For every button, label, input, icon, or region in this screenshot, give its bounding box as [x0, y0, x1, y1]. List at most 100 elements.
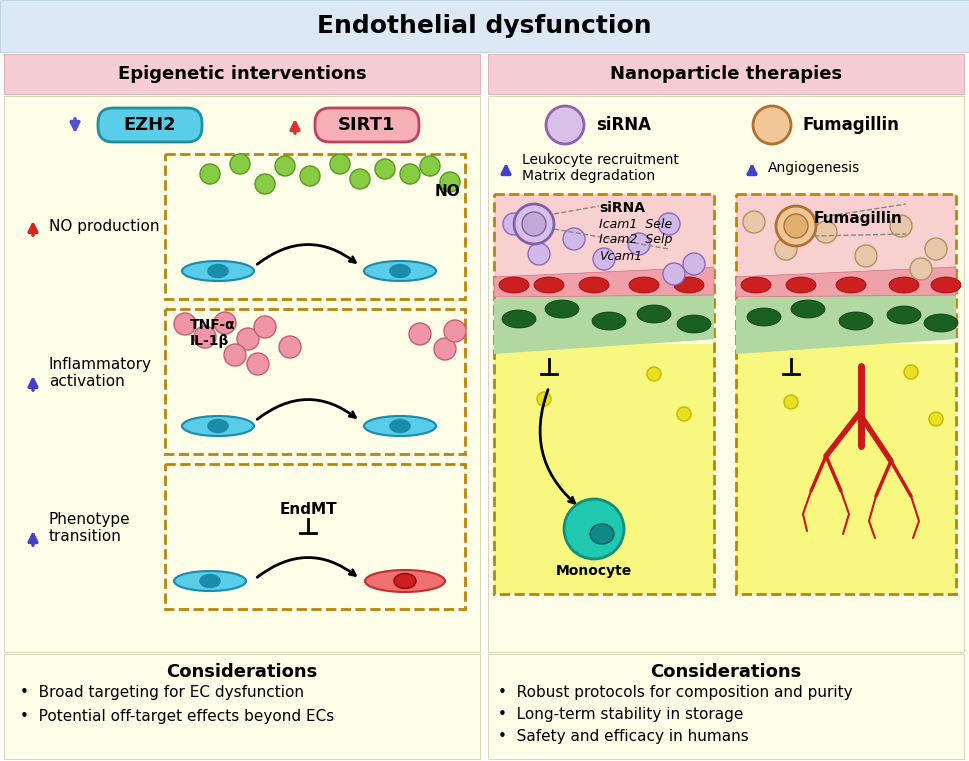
Circle shape — [237, 328, 259, 350]
Circle shape — [775, 238, 797, 260]
Bar — [488, 654, 964, 759]
Circle shape — [564, 499, 624, 559]
Circle shape — [350, 169, 370, 189]
Text: Vcam1: Vcam1 — [599, 250, 642, 263]
Circle shape — [910, 258, 932, 280]
Circle shape — [409, 323, 431, 345]
Bar — [494, 194, 714, 299]
Text: Fumagillin: Fumagillin — [814, 212, 902, 227]
Circle shape — [255, 174, 275, 194]
Polygon shape — [736, 284, 956, 354]
Text: •  Long-term stability in storage: • Long-term stability in storage — [498, 706, 743, 721]
Circle shape — [300, 166, 320, 186]
Bar — [4, 96, 480, 652]
Ellipse shape — [365, 570, 445, 592]
Ellipse shape — [592, 312, 626, 330]
Circle shape — [593, 248, 615, 270]
Circle shape — [647, 367, 661, 381]
Text: Considerations: Considerations — [650, 663, 801, 681]
Ellipse shape — [887, 306, 921, 324]
Circle shape — [890, 215, 912, 237]
Bar — [488, 54, 964, 94]
Text: siRNA: siRNA — [596, 116, 651, 134]
Text: EndMT: EndMT — [279, 501, 337, 517]
Ellipse shape — [364, 261, 436, 281]
Ellipse shape — [836, 277, 866, 293]
Polygon shape — [494, 267, 714, 297]
Ellipse shape — [394, 574, 416, 588]
Bar — [488, 96, 964, 652]
Bar — [165, 309, 465, 454]
Circle shape — [503, 213, 525, 235]
Bar — [736, 194, 956, 299]
Circle shape — [663, 263, 685, 285]
Ellipse shape — [499, 277, 529, 293]
Bar — [494, 344, 714, 594]
Circle shape — [925, 238, 947, 260]
Text: TNF-α
IL-1β: TNF-α IL-1β — [190, 318, 235, 348]
Text: Considerations: Considerations — [167, 663, 318, 681]
Circle shape — [420, 156, 440, 176]
Ellipse shape — [889, 277, 919, 293]
Text: Icam2  Selp: Icam2 Selp — [599, 234, 672, 247]
Text: Leukocyte recruitment
Matrix degradation: Leukocyte recruitment Matrix degradation — [522, 153, 679, 183]
Ellipse shape — [390, 419, 410, 432]
Ellipse shape — [200, 575, 220, 587]
Ellipse shape — [747, 308, 781, 326]
Circle shape — [855, 245, 877, 267]
Ellipse shape — [364, 416, 436, 436]
Bar — [165, 464, 465, 609]
Ellipse shape — [182, 261, 254, 281]
Circle shape — [230, 154, 250, 174]
Text: siRNA: siRNA — [599, 201, 645, 215]
Circle shape — [677, 407, 691, 421]
Circle shape — [194, 326, 216, 348]
Text: Monocyte: Monocyte — [556, 564, 632, 578]
Ellipse shape — [545, 300, 579, 318]
Circle shape — [537, 392, 551, 406]
Ellipse shape — [208, 419, 228, 432]
Circle shape — [174, 313, 196, 335]
Ellipse shape — [629, 277, 659, 293]
Circle shape — [784, 214, 808, 238]
Circle shape — [546, 106, 584, 144]
Text: SIRT1: SIRT1 — [338, 116, 395, 134]
Text: EZH2: EZH2 — [124, 116, 176, 134]
Text: Inflammatory
activation: Inflammatory activation — [49, 357, 152, 389]
Circle shape — [904, 365, 918, 379]
Text: •  Potential off-target effects beyond ECs: • Potential off-target effects beyond EC… — [20, 708, 334, 724]
Ellipse shape — [674, 277, 704, 293]
Circle shape — [224, 344, 246, 366]
Bar — [736, 344, 956, 594]
Text: •  Broad targeting for EC dysfunction: • Broad targeting for EC dysfunction — [20, 684, 304, 699]
Circle shape — [784, 395, 798, 409]
Circle shape — [815, 221, 837, 243]
Circle shape — [434, 338, 456, 360]
Bar — [0, 0, 969, 52]
Text: Angiogenesis: Angiogenesis — [768, 161, 860, 175]
Circle shape — [776, 206, 816, 246]
Ellipse shape — [786, 277, 816, 293]
Text: Nanoparticle therapies: Nanoparticle therapies — [610, 65, 842, 83]
Polygon shape — [494, 284, 714, 354]
Text: •  Robust protocols for composition and purity: • Robust protocols for composition and p… — [498, 684, 853, 699]
Circle shape — [444, 320, 466, 342]
Ellipse shape — [839, 312, 873, 330]
Bar — [165, 154, 465, 299]
Circle shape — [929, 412, 943, 426]
Ellipse shape — [791, 300, 825, 318]
Ellipse shape — [208, 265, 228, 278]
Bar — [4, 54, 480, 94]
Circle shape — [743, 211, 765, 233]
Text: Endothelial dysfunction: Endothelial dysfunction — [317, 14, 652, 38]
Circle shape — [658, 213, 680, 235]
Circle shape — [628, 233, 650, 255]
Bar — [494, 194, 714, 594]
Text: Phenotype
transition: Phenotype transition — [49, 512, 131, 544]
Ellipse shape — [637, 305, 671, 323]
Bar — [736, 194, 956, 594]
Circle shape — [522, 212, 546, 236]
Circle shape — [563, 228, 585, 250]
Circle shape — [528, 243, 550, 265]
Ellipse shape — [590, 524, 614, 544]
